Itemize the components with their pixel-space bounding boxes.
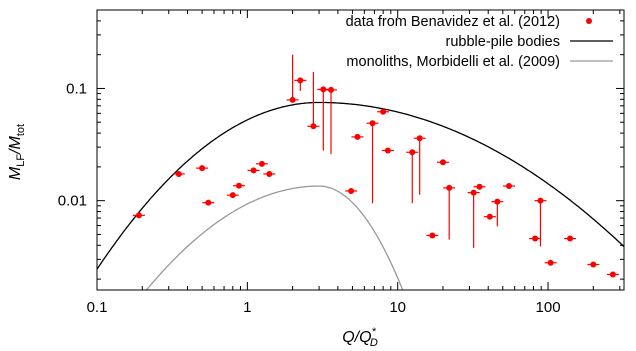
data-marker (250, 167, 257, 174)
data-marker (354, 133, 361, 140)
y-tick-label: 0.1 (66, 80, 87, 97)
legend: data from Benavidez et al. (2012) rubble… (346, 14, 613, 70)
data-point (294, 77, 307, 91)
data-marker (310, 123, 317, 130)
data-marker (547, 259, 554, 266)
data-point (202, 199, 215, 206)
data-marker (476, 183, 483, 190)
data-point (503, 183, 516, 190)
data-marker (506, 183, 513, 190)
data-point (317, 86, 330, 151)
data-point (606, 271, 619, 278)
legend-label-data: data from Benavidez et al. (2012) (346, 14, 560, 30)
data-point (366, 120, 379, 204)
data-marker (532, 235, 539, 242)
y-axis-title-main: M (7, 166, 24, 180)
monoliths-curve (145, 185, 404, 290)
data-marker (369, 120, 376, 127)
data-point (426, 232, 439, 239)
data-point (196, 165, 209, 172)
legend-label-monoliths: monoliths, Morbidelli et al. (2009) (346, 54, 560, 70)
y-tick-label: 0.01 (58, 193, 87, 210)
x-axis-title-subscript: D (370, 337, 378, 349)
data-marker (135, 212, 142, 219)
x-tick-label: 10 (389, 299, 406, 316)
y-axis-title-mid: /M (7, 135, 24, 154)
data-point (381, 147, 394, 154)
data-marker (409, 149, 416, 156)
data-point (324, 86, 337, 155)
data-marker (380, 108, 387, 115)
data-marker (429, 232, 436, 239)
data-marker (289, 96, 296, 103)
data-marker (266, 170, 273, 177)
data-point (534, 197, 547, 247)
legend-label-rubble: rubble-pile bodies (446, 34, 560, 50)
data-point (307, 72, 320, 130)
data-marker (205, 199, 212, 206)
data-marker (416, 135, 423, 142)
data-point (443, 184, 456, 240)
data-point (345, 187, 358, 194)
data-point (491, 198, 504, 227)
data-point (247, 167, 260, 174)
data-point (286, 54, 299, 103)
data-marker (348, 187, 355, 194)
data-marker (320, 86, 327, 93)
data-marker (590, 261, 597, 268)
data-point (377, 108, 390, 115)
x-axis-title-superscript: * (372, 326, 377, 338)
data-point (529, 235, 542, 242)
data-marker (175, 170, 182, 177)
x-tick-label: 100 (536, 299, 561, 316)
data-marker (236, 182, 243, 189)
x-tick-label: 1 (243, 299, 251, 316)
svg-text:Q/Q*D: Q/Q* D (342, 326, 378, 349)
y-axis-title: MLF/Mtot (7, 124, 27, 180)
data-point (226, 192, 239, 199)
data-point (544, 259, 557, 266)
data-point (255, 160, 268, 167)
data-marker (384, 147, 391, 154)
data-point (233, 182, 246, 189)
data-point (406, 149, 419, 204)
data-point (263, 170, 276, 177)
data-marker (297, 77, 304, 84)
x-axis-title: Q/Q* D (342, 326, 378, 349)
data-point (473, 183, 486, 190)
data-points-layer (132, 54, 619, 278)
data-marker (609, 271, 616, 278)
data-marker (446, 184, 453, 191)
x-tick-label: 0.1 (87, 299, 108, 316)
data-point (132, 212, 145, 219)
rubble-pile-curve (97, 101, 624, 270)
data-marker (567, 235, 574, 242)
data-point (436, 159, 449, 166)
axis-ticks: 0.1 1 10 100 0.01 0.1 (58, 10, 624, 316)
data-point (172, 170, 185, 177)
data-point (467, 189, 480, 248)
data-point (483, 213, 496, 220)
data-marker (327, 86, 334, 93)
data-marker (439, 159, 446, 166)
y-axis-title-sub-2: tot (15, 124, 27, 136)
plot-frame (96, 9, 625, 291)
data-point (351, 133, 364, 140)
data-marker (470, 189, 477, 196)
legend-marker-data (586, 18, 592, 24)
data-point (413, 135, 426, 195)
x-axis-title-main: Q/Q (342, 329, 371, 346)
data-marker (258, 160, 265, 167)
y-axis-title-sub-1: LF (15, 154, 27, 167)
data-marker (486, 213, 493, 220)
data-point (587, 261, 600, 268)
data-marker (229, 192, 236, 199)
svg-text:MLF/Mtot: MLF/Mtot (7, 124, 27, 180)
data-marker (199, 165, 206, 172)
data-marker (494, 198, 501, 205)
curves-layer (97, 101, 624, 290)
data-marker (537, 197, 544, 204)
data-point (564, 235, 577, 242)
